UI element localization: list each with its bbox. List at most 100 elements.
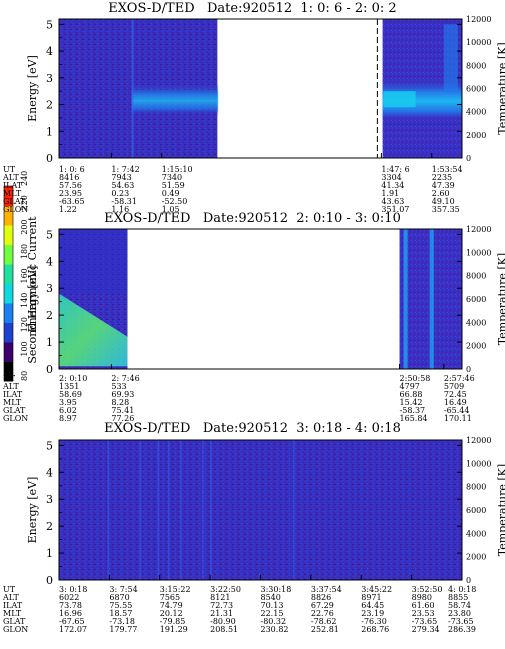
- vertical-stripe: [292, 440, 295, 580]
- colorbar-swatch: [4, 342, 13, 362]
- table-cell: -58.31: [111, 197, 137, 206]
- table-row-label: ALT: [2, 593, 19, 602]
- panel-1-title: EXOS-D/TED Date:920512 1: 0: 6 - 2: 0: 2: [108, 1, 397, 16]
- y-tick-label: 1: [46, 547, 53, 560]
- table-cell: 75.55: [109, 601, 132, 610]
- table-cell: 230.82: [261, 625, 289, 634]
- y2-tick-label: 12000: [466, 15, 491, 24]
- vertical-stripe: [429, 229, 432, 369]
- table-cell: 8.97: [59, 414, 77, 423]
- y2-tick-label: 0: [466, 365, 471, 374]
- table-cell: 22.15: [261, 609, 284, 618]
- y-tick-label: 4: [46, 45, 53, 58]
- table-row-label: ILAT: [3, 181, 23, 190]
- colorbar-frame: [3, 185, 14, 382]
- table-row-label: MLT: [3, 398, 22, 407]
- table-cell: -58.37: [400, 406, 426, 415]
- y-axis-label: Energy [eV]: [26, 266, 39, 333]
- table-row-label: GLAT: [3, 617, 26, 626]
- table-cell: 16.49: [444, 398, 467, 407]
- table-row-label: ILAT: [3, 601, 23, 610]
- y-tick-label: 0: [46, 574, 53, 587]
- table-cell: 4797: [400, 382, 420, 391]
- table-cell: 2235: [432, 173, 452, 182]
- table-cell: 2: 7:46: [111, 374, 139, 383]
- panel-3-title: EXOS-D/TED Date:920512 3: 0:18 - 4: 0:18: [104, 421, 401, 436]
- table-cell: 3: 0:18: [59, 585, 87, 594]
- table-row-label: GLON: [3, 414, 28, 423]
- table-cell: 2:50:58: [400, 374, 431, 383]
- table-cell: 4: 0:18: [448, 585, 476, 594]
- table-cell: 3.95: [59, 398, 77, 407]
- table-cell: 20.12: [160, 609, 183, 618]
- colorbar-swatch: [4, 264, 13, 284]
- table-cell: 3:45:22: [361, 585, 392, 594]
- colorbar-tick-label: 160: [20, 268, 29, 283]
- vertical-stripe: [405, 229, 408, 369]
- table-cell: -65.44: [444, 406, 470, 415]
- table-cell: 3:37:54: [311, 585, 342, 594]
- y2-tick-label: 0: [466, 576, 471, 585]
- table-cell: 165.84: [400, 414, 428, 423]
- table-cell: 77.26: [111, 414, 134, 423]
- table-cell: 8980: [412, 593, 432, 602]
- table-cell: 23.80: [448, 609, 471, 618]
- y2-tick-label: 10000: [466, 248, 491, 257]
- table-cell: 1:53:54: [432, 165, 463, 174]
- y-tick-label: 3: [46, 72, 53, 85]
- y-tick-label: 2: [46, 99, 53, 112]
- y2-tick-label: 4000: [466, 318, 486, 327]
- table-cell: 47.39: [432, 181, 455, 190]
- vertical-stripe: [179, 440, 182, 580]
- table-cell: 170.11: [444, 414, 472, 423]
- table-cell: 357.35: [432, 205, 460, 214]
- table-cell: 22.76: [311, 609, 334, 618]
- colorbar-swatch: [4, 303, 13, 323]
- y-tick-label: 2: [46, 309, 53, 322]
- y2-tick-label: 4000: [466, 108, 486, 117]
- ion-burst: [59, 293, 128, 367]
- table-cell: 7340: [162, 173, 182, 182]
- table-cell: 64.45: [361, 601, 384, 610]
- y-tick-label: 1: [46, 336, 53, 349]
- colorbar-label: Second Harmonic Current: [26, 216, 39, 364]
- table-cell: 3:52:50: [412, 585, 443, 594]
- table-cell: 15.42: [400, 398, 423, 407]
- table-cell: 23.53: [412, 609, 435, 618]
- table-cell: 23.19: [361, 609, 384, 618]
- colorbar-tick-label: 180: [20, 244, 29, 259]
- table-cell: 7565: [160, 593, 180, 602]
- table-cell: 286.39: [448, 625, 476, 634]
- table-row-label: GLAT: [3, 406, 26, 415]
- table-cell: 57.56: [59, 181, 82, 190]
- vertical-stripe: [210, 440, 212, 580]
- table-row-label: UT: [3, 374, 16, 383]
- table-cell: 21.31: [210, 609, 233, 618]
- y-tick-label: 3: [46, 493, 53, 506]
- table-cell: 6870: [109, 593, 129, 602]
- vertical-stripe: [157, 440, 160, 580]
- y-tick-label: 0: [46, 152, 53, 165]
- table-cell: 5709: [444, 382, 464, 391]
- colorbar-tick-label: 200: [20, 219, 29, 234]
- y2-tick-label: 10000: [466, 459, 491, 468]
- table-cell: 18.57: [109, 609, 132, 618]
- table-cell: 3:15:22: [160, 585, 191, 594]
- table-cell: 8416: [59, 173, 79, 182]
- table-cell: 1: 7:42: [111, 165, 139, 174]
- vertical-stripe: [403, 229, 406, 369]
- table-cell: 2:57:46: [444, 374, 475, 383]
- y2-tick-label: 0: [466, 154, 471, 163]
- table-cell: 75.41: [111, 406, 134, 415]
- table-cell: -78.62: [311, 617, 337, 626]
- table-cell: -63.65: [59, 197, 85, 206]
- table-cell: 191.29: [160, 625, 188, 634]
- vertical-stripe: [431, 229, 434, 369]
- table-cell: 252.81: [311, 625, 339, 634]
- vertical-stripe: [202, 440, 204, 580]
- table-cell: 23.95: [59, 189, 82, 198]
- table-cell: -73.18: [109, 617, 135, 626]
- table-cell: 41.34: [381, 181, 404, 190]
- y-tick-label: 5: [46, 228, 53, 241]
- vertical-stripe: [139, 440, 142, 580]
